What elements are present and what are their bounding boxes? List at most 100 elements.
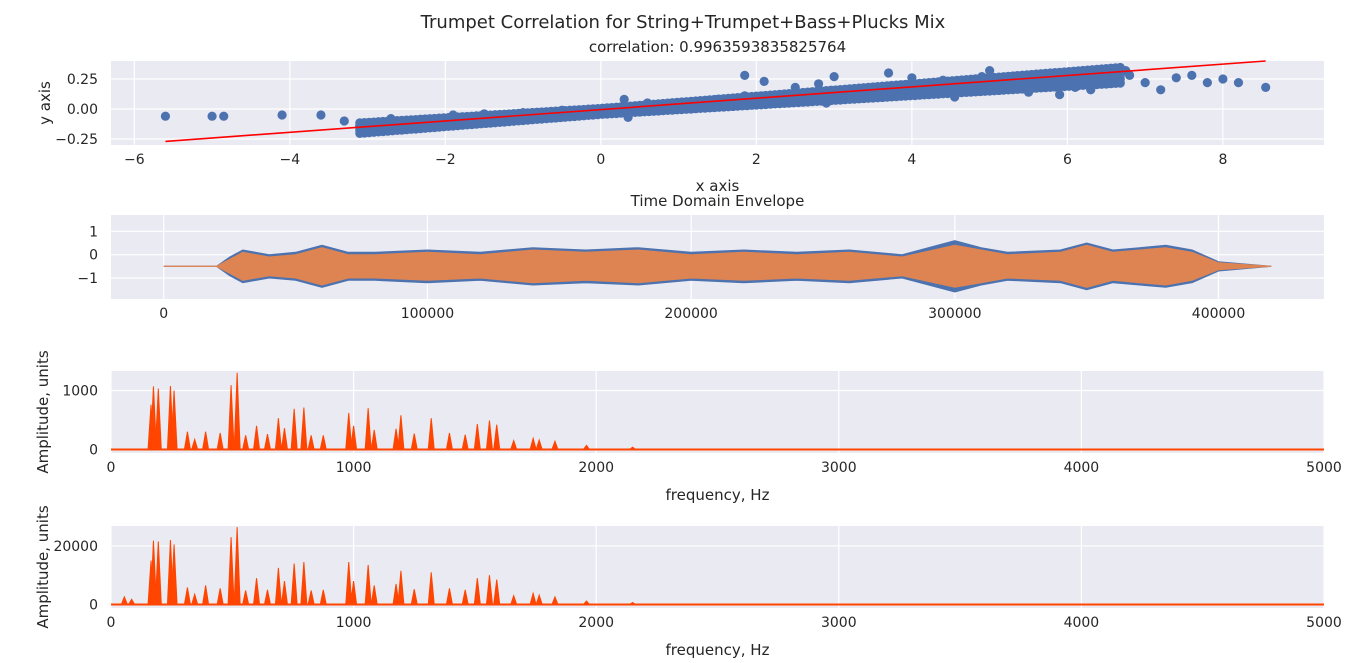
spectrum-peak xyxy=(535,593,543,605)
x-axis-label: frequency, Hz xyxy=(666,641,770,659)
spectrum-peak xyxy=(410,433,418,450)
y-tick-label: −1 xyxy=(77,271,98,287)
spectrum-peak xyxy=(216,432,224,450)
spectrum-peak xyxy=(216,588,224,605)
x-tick-label: 6 xyxy=(1063,152,1072,168)
x-tick-label: 1000 xyxy=(336,615,372,631)
scatter-point xyxy=(207,111,217,121)
spectrum-peak xyxy=(345,412,353,450)
scatter-point xyxy=(821,98,831,108)
scatter-point xyxy=(1261,82,1271,92)
spectrum-peak xyxy=(319,589,327,605)
spectrum-peak xyxy=(445,588,454,605)
y-tick-label: 20000 xyxy=(53,539,98,555)
x-tick-label: 4000 xyxy=(1064,615,1100,631)
scatter-point xyxy=(961,87,971,97)
spectrum-peak xyxy=(154,541,162,605)
spectrum-plot-1: 0 1000 2000 3000 4000 5000 0 1000 frequency, Hz A… xyxy=(34,350,1342,504)
scatter-point xyxy=(1086,85,1096,95)
y-tick-label: 0.00 xyxy=(67,102,98,118)
x-axis-label: x axis xyxy=(696,177,740,195)
scatter-point xyxy=(316,110,326,120)
scatter-point xyxy=(277,110,287,120)
spectrum-peak xyxy=(149,386,157,450)
spectrum-peak xyxy=(370,429,378,450)
scatter-point xyxy=(1023,87,1034,97)
scatter-point xyxy=(1202,78,1212,88)
y-tick-label: 1000 xyxy=(62,383,98,399)
scatter-point xyxy=(759,76,769,86)
scatter-point xyxy=(977,72,987,82)
axes-title: correlation: 0.9963593835825764 xyxy=(589,38,846,56)
scatter-point xyxy=(1187,70,1197,80)
time-domain-plot: 0 100000 200000 300000 400000 −1 0 1 Time Domain… xyxy=(77,192,1324,322)
x-tick-label: 400000 xyxy=(1192,306,1245,322)
x-tick-label: 4000 xyxy=(1064,460,1100,476)
x-tick-label: 200000 xyxy=(664,306,717,322)
x-tick-label: 0 xyxy=(107,615,116,631)
scatter-point xyxy=(938,75,948,85)
spectrum-peak xyxy=(280,428,289,450)
scatter-point xyxy=(1156,85,1166,95)
spectrum-peak xyxy=(263,589,272,605)
scatter-point xyxy=(355,121,365,131)
x-tick-label: 5000 xyxy=(1306,615,1342,631)
scatter-point xyxy=(1125,70,1135,80)
x-tick-label: 1000 xyxy=(336,460,372,476)
spectrum-peak xyxy=(191,437,199,450)
axes-title: Time Domain Envelope xyxy=(630,192,805,210)
spectrum-peak xyxy=(510,439,518,450)
spectrum-peak xyxy=(485,420,494,450)
x-tick-label: 300000 xyxy=(928,306,981,322)
spectrum-peak xyxy=(319,435,327,450)
y-tick-label: −0.25 xyxy=(55,132,98,148)
x-axis-label: frequency, Hz xyxy=(666,486,770,504)
scatter-point xyxy=(907,73,917,83)
spectrum-peak xyxy=(627,601,638,605)
spectrum-peak xyxy=(263,434,272,450)
spectrum-peak xyxy=(364,564,372,605)
x-tick-label: 3000 xyxy=(821,615,857,631)
spectrum-peak xyxy=(397,570,405,605)
scatter-point xyxy=(985,66,995,76)
spectrum-peak xyxy=(364,408,372,450)
spectrum-peak xyxy=(345,561,353,605)
y-tick-label: 0 xyxy=(89,597,98,613)
spectrum-peak xyxy=(183,587,192,605)
spectrum-peak xyxy=(370,585,378,605)
spectrum-plot-2: 0 1000 2000 3000 4000 5000 0 20000 frequency, Hz… xyxy=(34,505,1342,659)
spectrum-peak xyxy=(242,435,250,450)
x-tick-label: −2 xyxy=(435,152,456,168)
spectrum-peak xyxy=(529,591,537,605)
spectrum-peak xyxy=(202,431,210,450)
x-tick-label: 4 xyxy=(907,152,916,168)
scatter-point xyxy=(1055,90,1065,100)
x-tick-label: 0 xyxy=(596,152,605,168)
x-tick-label: 3000 xyxy=(821,460,857,476)
x-tick-label: −4 xyxy=(280,152,301,168)
x-tick-label: 2000 xyxy=(578,460,614,476)
spectrum-peak xyxy=(410,589,418,605)
spectrum-peak xyxy=(461,434,469,450)
scatter-point xyxy=(1218,74,1228,84)
scatter-point xyxy=(623,112,633,122)
spectrum-peak xyxy=(290,563,298,605)
spectrum-peak xyxy=(461,589,469,605)
spectrum-peak xyxy=(300,407,308,450)
spectrum-peak xyxy=(170,390,178,450)
spectrum-peak xyxy=(227,537,235,605)
spectrum-peak xyxy=(191,592,199,605)
scatter-point xyxy=(619,94,629,104)
spectrum-peak xyxy=(350,580,358,605)
spectrum-peak xyxy=(628,446,638,450)
spectrum-peak xyxy=(274,567,282,605)
spectrum-peak xyxy=(233,372,241,450)
scatter-point xyxy=(740,70,750,80)
spectrum-peak xyxy=(397,415,405,450)
axes-background xyxy=(111,526,1324,608)
spectrum-peak xyxy=(529,436,537,450)
scatter-point xyxy=(1101,73,1111,83)
x-tick-label: 2000 xyxy=(578,615,614,631)
spectrum-peak xyxy=(280,580,289,605)
spectrum-peak xyxy=(183,431,192,450)
